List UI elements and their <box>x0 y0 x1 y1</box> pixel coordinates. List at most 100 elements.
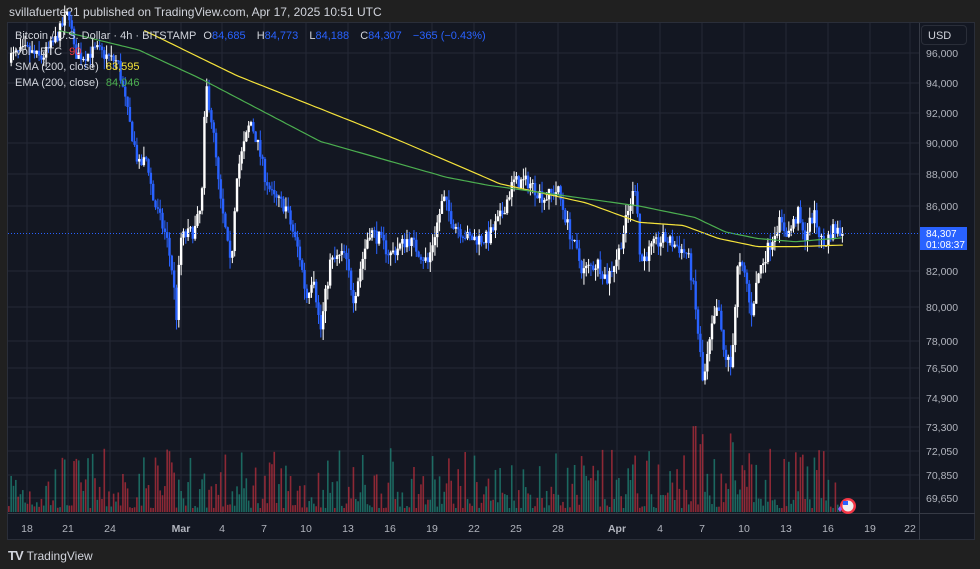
volume-bar <box>140 505 143 512</box>
volume-bar <box>797 491 799 512</box>
volume-bar <box>608 506 611 512</box>
volume-label: Vol · BTC <box>15 45 63 58</box>
candle-body <box>543 200 546 203</box>
candle-body <box>91 46 94 58</box>
volume-bar <box>576 494 578 512</box>
candle-body <box>713 315 716 324</box>
volume-bar <box>240 452 243 512</box>
volume-bar <box>268 462 271 512</box>
volume-bar <box>310 497 313 512</box>
volume-bar <box>776 505 778 512</box>
candle-body <box>126 96 129 107</box>
volume-bar <box>308 501 310 512</box>
volume-bar <box>117 492 120 512</box>
candle-body <box>743 265 746 273</box>
volume-bar <box>615 479 618 512</box>
volume-bar <box>82 490 85 512</box>
volume-bar <box>94 478 96 512</box>
candle-body <box>610 270 614 272</box>
candle-body <box>307 292 311 298</box>
candle-body <box>296 237 299 247</box>
volume-bar <box>168 451 171 512</box>
candle-body <box>778 217 781 233</box>
volume-bar <box>802 454 804 512</box>
candle-body <box>321 311 325 330</box>
symbol-name[interactable]: Bitcoin / U.S. Dollar · 4h · BITSTAMP <box>15 30 197 42</box>
candle-body <box>289 210 292 225</box>
volume-bar <box>727 488 730 512</box>
price-scale-label: 72,050 <box>926 446 958 458</box>
candle-body <box>461 236 465 238</box>
candle-body <box>89 53 92 58</box>
candle-body <box>394 250 397 256</box>
volume-bar <box>61 457 64 512</box>
candle-body <box>387 254 390 256</box>
volume-bar <box>818 450 820 512</box>
candle-body <box>587 264 590 266</box>
candle-body <box>624 215 628 234</box>
ema-legend-row[interactable]: EMA (200, close) 84,046 <box>15 76 490 92</box>
candle-body <box>470 235 474 241</box>
candle-body <box>640 254 644 262</box>
candle-body <box>214 132 218 158</box>
currency-button[interactable]: USD <box>921 25 967 45</box>
candle-body <box>666 241 669 243</box>
volume-legend-row[interactable]: Vol · BTC 90 <box>15 45 490 61</box>
candle-body <box>417 251 420 257</box>
candle-body <box>217 157 220 180</box>
volume-bar <box>785 506 788 512</box>
candle-body <box>259 140 262 157</box>
volume-bar <box>755 464 758 512</box>
volume-bar <box>464 452 466 512</box>
candle-body <box>829 234 832 240</box>
volume-bar <box>692 426 695 512</box>
price-scale-label: 96,000 <box>926 48 958 60</box>
candle-body <box>436 222 439 238</box>
sma-legend-row[interactable]: SMA (200, close) 83,595 <box>15 60 490 76</box>
candle-body <box>291 224 295 232</box>
candle-body <box>654 237 658 239</box>
candle-body <box>473 236 476 241</box>
volume-bar <box>96 499 99 512</box>
footer-brand[interactable]: TV TradingView <box>8 548 93 563</box>
candle-body <box>454 227 458 229</box>
volume-bar <box>501 492 504 512</box>
candle-body <box>687 253 690 255</box>
volume-bar <box>736 494 739 512</box>
candle-body <box>228 240 232 258</box>
volume-bar <box>520 507 522 512</box>
volume-bar <box>473 455 476 512</box>
candle-body <box>715 307 718 316</box>
candle-body <box>762 263 765 266</box>
volume-bar <box>478 507 480 512</box>
candle-body <box>801 222 805 231</box>
close-label: C <box>360 30 369 42</box>
price-scale-label: 74,900 <box>926 393 958 405</box>
volume-bar <box>427 499 429 512</box>
candle-body <box>696 309 700 334</box>
last-price: 84,307 <box>926 229 957 240</box>
candle-body <box>606 274 609 284</box>
volume-bar <box>813 457 816 512</box>
chart-panel[interactable] <box>7 22 975 540</box>
time-axis-label: 4 <box>657 523 663 535</box>
volume-bar <box>806 466 809 512</box>
candle-body <box>550 188 553 193</box>
volume-bar <box>659 495 662 512</box>
volume-bar <box>436 506 439 512</box>
volume-bar <box>289 476 292 512</box>
candle-body <box>177 264 181 320</box>
volume-bar <box>147 485 150 512</box>
candle-body <box>615 259 618 267</box>
candle-body <box>158 208 162 213</box>
volume-bar <box>345 503 348 512</box>
candle-body <box>827 234 830 246</box>
candle-body <box>729 356 732 368</box>
open-value: 84,685 <box>211 30 246 42</box>
candle-body <box>170 255 174 271</box>
volume-bar <box>203 473 206 512</box>
candle-body <box>207 86 211 111</box>
candle-body <box>536 195 539 199</box>
volume-bar <box>629 480 632 512</box>
